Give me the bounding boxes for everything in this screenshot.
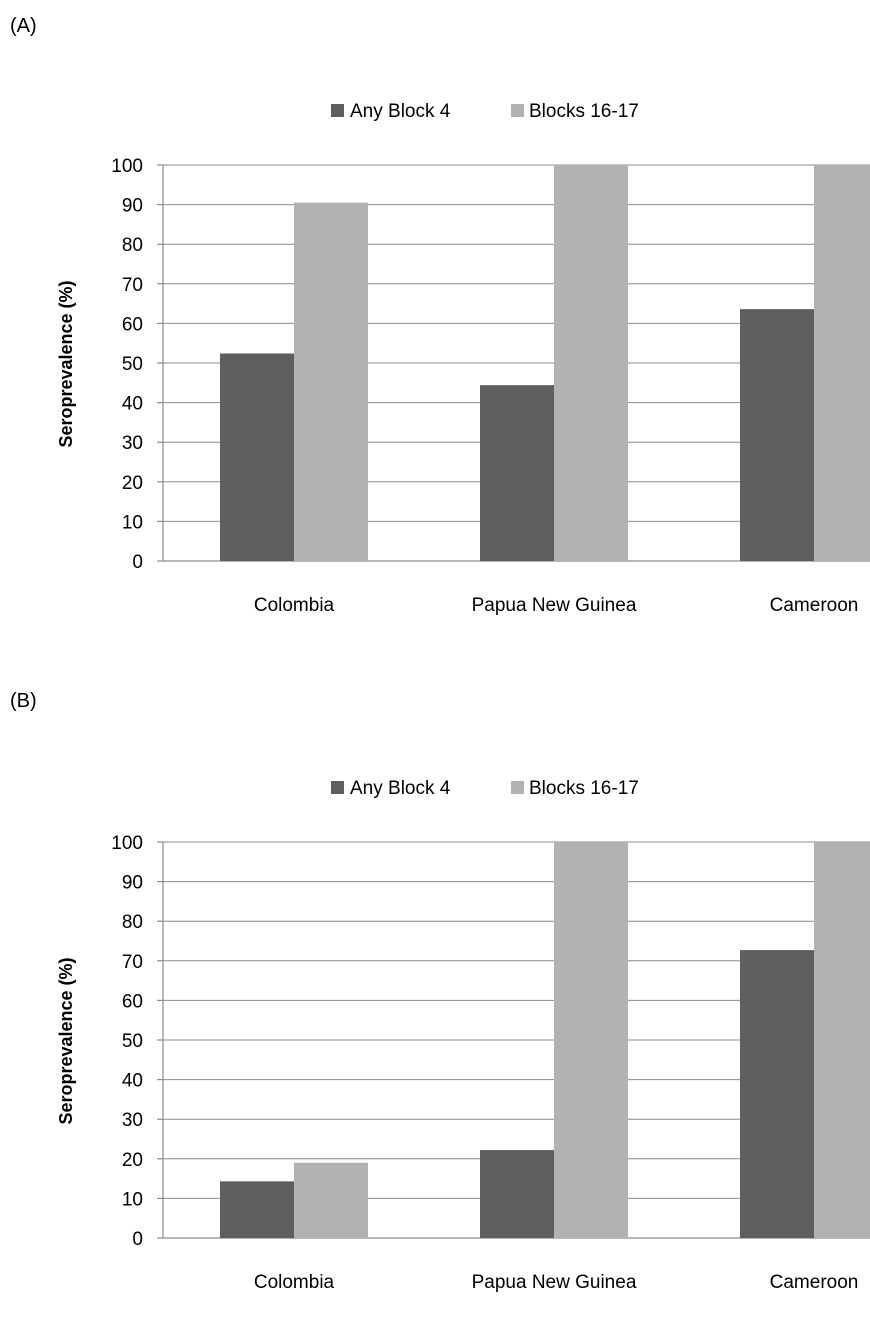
bar-colombia-series-1 [220, 353, 294, 561]
y-tick-label: 40 [122, 394, 143, 415]
y-tick-label: 0 [132, 1229, 143, 1250]
bar-colombia-series-2 [294, 202, 368, 561]
legend-label-series-2: Blocks 16-17 [529, 778, 639, 799]
y-axis-label-b: Seroprevalence (%) [56, 957, 76, 1124]
chart-panel-a: (A) Any Block 4 Blocks 16-17 Seroprevale… [0, 0, 870, 646]
y-tick-label: 90 [122, 873, 143, 894]
chart-panel-b: (B) Any Block 4 Blocks 16-17 Seroprevale… [0, 677, 870, 1323]
y-tick-label: 60 [122, 314, 143, 335]
y-tick-label: 100 [111, 156, 143, 177]
y-tick-label: 40 [122, 1071, 143, 1092]
legend-b: Any Block 4 Blocks 16-17 [331, 778, 639, 799]
x-category-label: Papua New Guinea [472, 1272, 637, 1293]
y-tick-label: 30 [122, 1110, 143, 1131]
y-tick-label: 100 [111, 833, 143, 854]
x-category-label: Cameroon [770, 1272, 859, 1293]
y-tick-label: 70 [122, 275, 143, 296]
y-tick-label: 10 [122, 1189, 143, 1210]
legend-a: Any Block 4 Blocks 16-17 [331, 101, 639, 122]
bar-papua-new-guinea-series-2 [554, 842, 628, 1238]
bar-papua-new-guinea-series-1 [480, 1150, 554, 1238]
bar-cameroon-series-1 [740, 309, 814, 561]
legend-swatch-series-1 [331, 781, 344, 794]
y-tick-label: 20 [122, 1150, 143, 1171]
x-category-label: Papua New Guinea [472, 595, 637, 616]
y-tick-label: 50 [122, 1031, 143, 1052]
bar-cameroon-series-2 [814, 842, 870, 1238]
y-tick-label: 20 [122, 473, 143, 494]
panel-label-a: (A) [10, 15, 37, 37]
plot-area-b: 0 10 20 30 40 50 60 70 80 90 100 Colombia Papua New … [111, 833, 870, 1293]
legend-swatch-series-2 [511, 104, 524, 117]
bar-colombia-series-2 [294, 1162, 368, 1238]
plot-area-a: 0 10 20 30 40 50 60 70 80 90 100 Colombia Papua New … [111, 156, 870, 616]
bar-papua-new-guinea-series-2 [554, 165, 628, 561]
y-tick-label: 10 [122, 512, 143, 533]
y-tick-label: 90 [122, 196, 143, 217]
y-tick-label: 0 [132, 552, 143, 573]
x-category-label: Cameroon [770, 595, 859, 616]
legend-label-series-1: Any Block 4 [350, 101, 451, 122]
panel-label-b: (B) [10, 690, 37, 712]
legend-label-series-2: Blocks 16-17 [529, 101, 639, 122]
legend-label-series-1: Any Block 4 [350, 778, 451, 799]
bar-cameroon-series-2 [814, 165, 870, 561]
x-category-label: Colombia [254, 1272, 335, 1293]
chart-a-svg: (A) Any Block 4 Blocks 16-17 Seroprevale… [10, 15, 870, 616]
bar-papua-new-guinea-series-1 [480, 385, 554, 561]
chart-b-svg: (B) Any Block 4 Blocks 16-17 Seroprevale… [10, 690, 870, 1293]
y-tick-label: 30 [122, 433, 143, 454]
bar-colombia-series-1 [220, 1181, 294, 1238]
legend-swatch-series-1 [331, 104, 344, 117]
y-tick-label: 80 [122, 912, 143, 933]
x-category-label: Colombia [254, 595, 335, 616]
legend-swatch-series-2 [511, 781, 524, 794]
y-tick-label: 80 [122, 235, 143, 256]
y-axis-label-a: Seroprevalence (%) [56, 280, 76, 447]
y-tick-label: 50 [122, 354, 143, 375]
bar-cameroon-series-1 [740, 950, 814, 1238]
y-tick-label: 70 [122, 952, 143, 973]
y-tick-label: 60 [122, 991, 143, 1012]
